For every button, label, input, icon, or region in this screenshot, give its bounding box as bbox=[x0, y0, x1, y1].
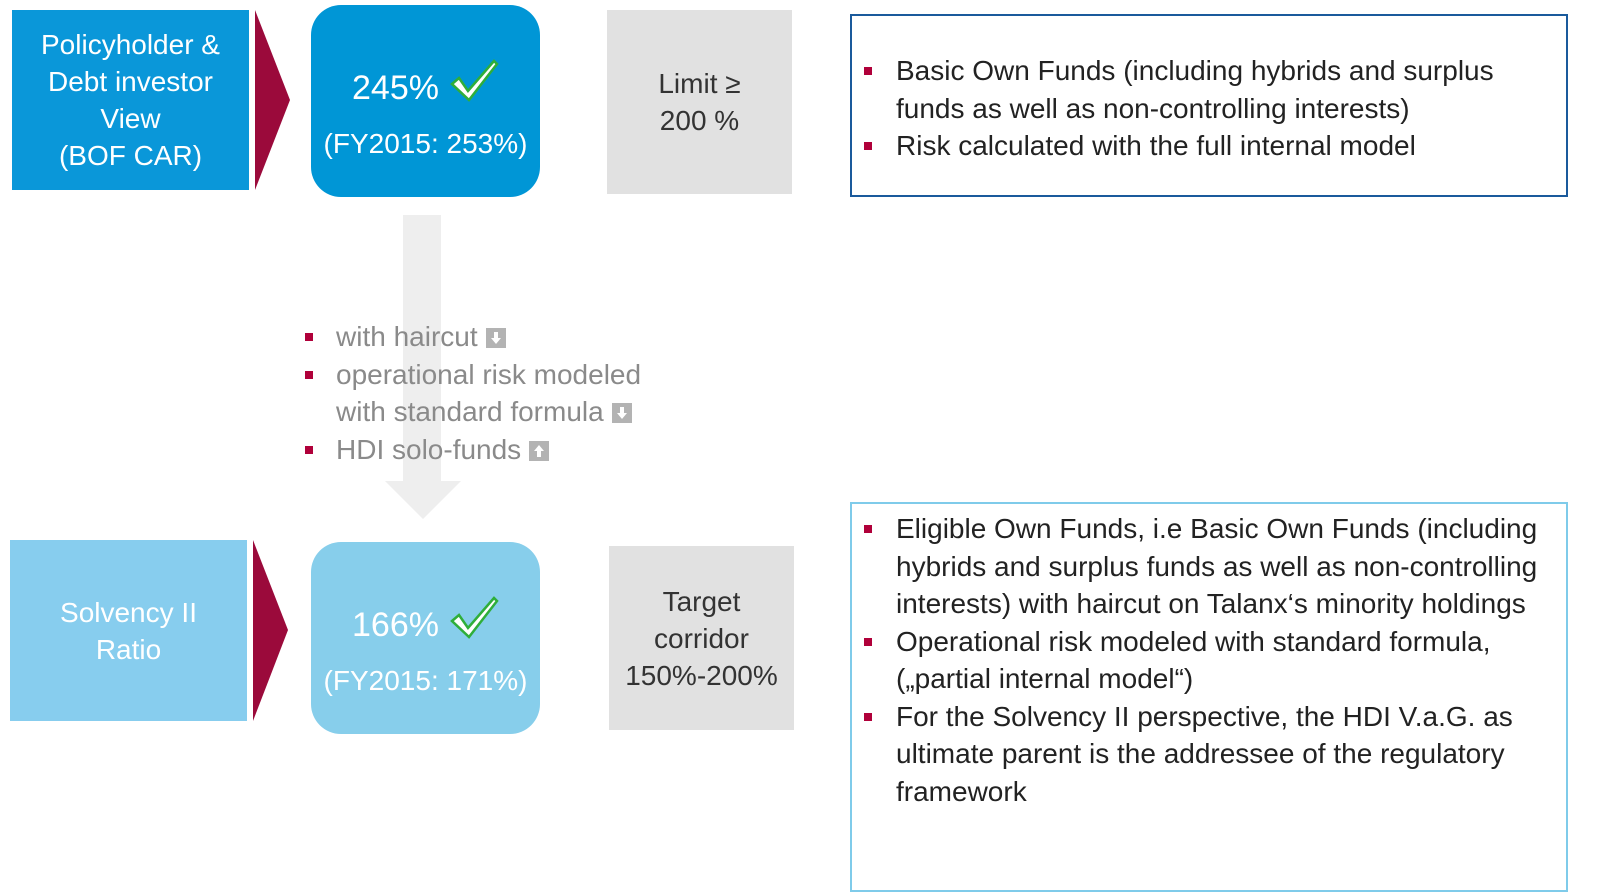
label-line: Ratio bbox=[95, 633, 162, 665]
bullet: Operational risk modeled with standard f… bbox=[864, 623, 1566, 698]
bullet-list: Basic Own Funds (including hybrids and s… bbox=[864, 52, 1566, 165]
label-line: Target bbox=[662, 585, 741, 617]
arrow-icon bbox=[485, 328, 506, 348]
bullet: Eligible Own Funds, i.e Basic Own Funds … bbox=[864, 510, 1566, 623]
bullet-text: operational risk modeled with standard f… bbox=[336, 358, 642, 428]
label-line: 150%-200% bbox=[625, 659, 778, 691]
label-line: Limit ≥ bbox=[658, 68, 741, 99]
arrow-icon bbox=[611, 403, 632, 423]
note-box: Basic Own Funds (including hybrids and s… bbox=[850, 14, 1568, 197]
prior-ratio: (FY2015: 253%) bbox=[323, 128, 528, 159]
bullet-text: HDI solo-funds bbox=[336, 433, 522, 465]
bullet-text: Eligible Own Funds, i.e Basic Own Funds … bbox=[896, 513, 1538, 619]
bullet: Risk calculated with the full internal m… bbox=[864, 127, 1566, 165]
bullet: For the Solvency II perspective, the HDI… bbox=[864, 698, 1566, 811]
checkmark bbox=[450, 58, 499, 102]
label-line: Policyholder & bbox=[41, 29, 220, 60]
ratio: 166% bbox=[352, 606, 439, 644]
bullet-text: with haircut bbox=[336, 321, 478, 352]
label-line: (BOF CAR) bbox=[58, 140, 203, 171]
label-line: 200 % bbox=[659, 105, 740, 136]
label-line: Debt investor bbox=[48, 66, 213, 97]
arrow-shaft bbox=[403, 215, 441, 483]
arrow-head bbox=[385, 481, 461, 519]
limit-box: Limit ≥ 200 % bbox=[607, 10, 792, 194]
chevron bbox=[253, 540, 288, 721]
ratio-box: 166% (FY2015: 171%) bbox=[311, 542, 540, 734]
checkmark bbox=[450, 595, 499, 639]
label-line: Solvency II bbox=[60, 596, 197, 628]
transition-list: with haircut operational risk modeled wit… bbox=[305, 318, 696, 469]
ratio-box: 245% (FY2015: 253%) bbox=[311, 5, 540, 197]
chevron bbox=[255, 10, 290, 190]
bullet: operational risk modeled with standard f… bbox=[305, 356, 696, 431]
label-line: View bbox=[100, 103, 161, 134]
bullet: HDI solo-funds bbox=[305, 431, 696, 469]
label-box: Solvency II Ratio bbox=[10, 540, 247, 721]
ratio: 245% bbox=[352, 69, 439, 107]
note-box: Eligible Own Funds, i.e Basic Own Funds … bbox=[850, 502, 1568, 892]
bullet-text: For the Solvency II perspective, the HDI… bbox=[896, 700, 1513, 807]
label-box: Policyholder & Debt investor View (BOF CAR) bbox=[12, 10, 249, 190]
prior-ratio: (FY2015: 171%) bbox=[323, 665, 528, 696]
target-box: Target corridor 150%-200% bbox=[609, 546, 794, 730]
arrow-icon bbox=[529, 440, 550, 461]
bullet-list: Eligible Own Funds, i.e Basic Own Funds … bbox=[864, 510, 1566, 811]
bullet: with haircut bbox=[305, 318, 696, 356]
bullet-text: Risk calculated with the full internal m… bbox=[896, 130, 1416, 161]
label-line: corridor bbox=[654, 622, 749, 654]
bullet-text: Basic Own Funds (including hybrids and s… bbox=[896, 55, 1494, 124]
bullet: Basic Own Funds (including hybrids and s… bbox=[864, 52, 1566, 127]
bullet-text: Operational risk modeled with standard f… bbox=[896, 625, 1491, 695]
bullet-list: with haircut operational risk modeled wit… bbox=[305, 318, 696, 469]
